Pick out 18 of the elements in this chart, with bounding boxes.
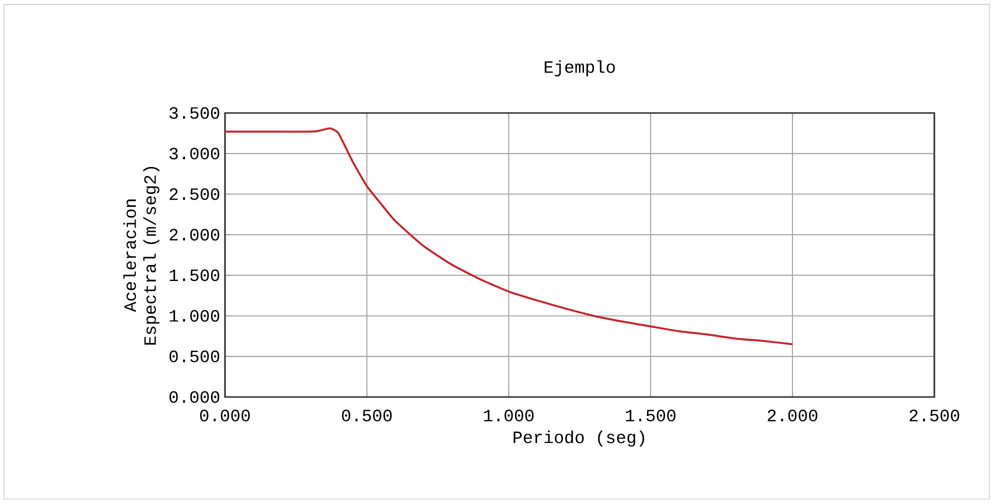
x-tick-label: 1.500 [626,410,676,422]
y-tick-label: 3.000 [170,148,220,160]
x-tick-label: 0.500 [342,410,392,422]
y-tick-label: 0.500 [170,350,220,362]
y-tick-label: 1.000 [170,310,220,322]
chart-title: Ejemplo [544,60,615,76]
x-tick-label: 0.000 [200,410,250,422]
y-tick-label: 1.500 [170,269,220,282]
x-tick-label: 1.000 [484,410,534,422]
x-tick-label: 2.000 [768,410,818,422]
y-tick-label: 2.000 [170,228,220,241]
y-tick-label: 3.500 [170,107,220,119]
line-series [225,127,794,346]
y-tick-label: 0.000 [170,391,220,403]
y-axis-title: Aceleracion Espectral (m/seg2) [123,166,160,345]
x-axis-title: Periodo (seg) [514,430,644,447]
y-tick-label: 2.500 [170,188,220,200]
x-tick-label: 2.500 [910,410,960,422]
